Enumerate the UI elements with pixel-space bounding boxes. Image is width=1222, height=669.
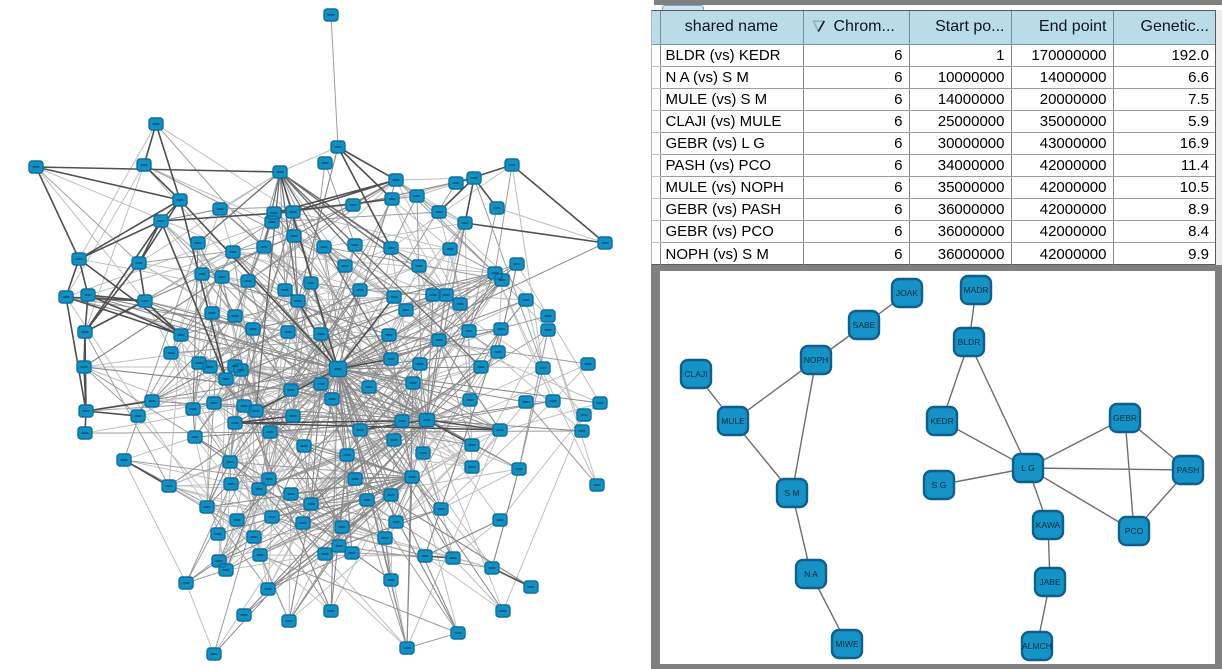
svg-text:KEDR: KEDR (930, 416, 954, 426)
svg-text:NOPH: NOPH (804, 355, 829, 365)
svg-text:JABE: JABE (1039, 577, 1061, 587)
svg-text:MIWE: MIWE (835, 639, 858, 649)
svg-text:MADR: MADR (963, 285, 988, 295)
svg-text:N A: N A (804, 569, 818, 579)
svg-text:PASH: PASH (1177, 465, 1200, 475)
svg-text:SABE: SABE (853, 320, 876, 330)
svg-text:GEBR: GEBR (1113, 413, 1137, 423)
svg-text:JOAK: JOAK (896, 288, 919, 298)
svg-text:MULE: MULE (721, 416, 745, 426)
svg-text:L G: L G (1021, 463, 1034, 473)
svg-text:KAWA: KAWA (1036, 520, 1061, 530)
svg-text:PCO: PCO (1125, 526, 1144, 536)
svg-text:CLAJI: CLAJI (684, 369, 707, 379)
svg-text:BLDR: BLDR (958, 337, 981, 347)
svg-text:S M: S M (784, 488, 799, 498)
svg-text:S G: S G (932, 480, 947, 490)
svg-text:ALMCH: ALMCH (1022, 641, 1052, 651)
